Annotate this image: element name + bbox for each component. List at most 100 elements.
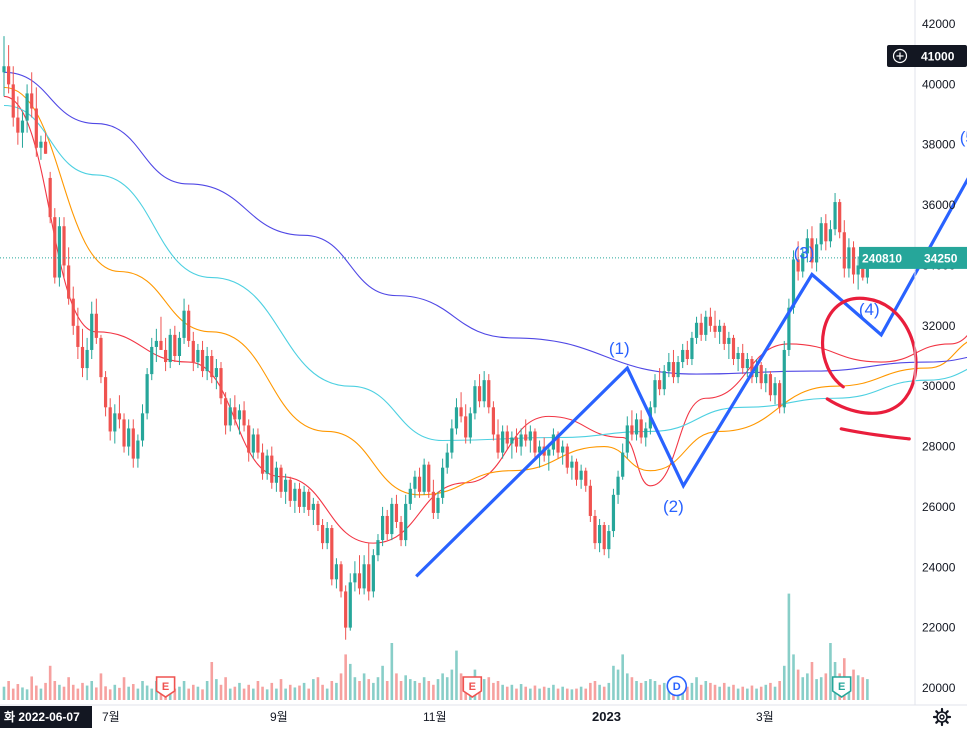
- candle-body: [320, 525, 325, 544]
- candle-body: [16, 117, 20, 133]
- dividend-marker[interactable]: D: [666, 675, 688, 697]
- volume-bar: [718, 686, 721, 700]
- candle-body: [501, 431, 505, 453]
- candle-body: [293, 488, 297, 501]
- candle-body: [801, 253, 805, 272]
- volume-bar: [284, 688, 287, 700]
- volume-bar: [215, 679, 218, 700]
- candle-body: [588, 485, 592, 516]
- volume-bar: [658, 684, 661, 700]
- volume-bar: [649, 679, 652, 700]
- candle-body: [847, 247, 851, 269]
- wave-label: (5): [960, 128, 967, 147]
- candle-body: [279, 467, 283, 492]
- volume-bar: [385, 681, 389, 700]
- candle-body: [787, 307, 791, 350]
- volume-bar: [362, 673, 366, 700]
- volume-bar: [565, 688, 569, 700]
- candle-body: [385, 515, 389, 535]
- candle-body: [71, 298, 75, 326]
- volume-bar: [662, 682, 666, 700]
- volume-bar: [533, 685, 537, 700]
- volume-bar: [399, 681, 403, 700]
- price-axis[interactable]: 4200040000380003600034000320003000028000…: [922, 17, 956, 695]
- volume-bar: [395, 673, 398, 700]
- last-price-label: 34250: [924, 251, 958, 265]
- volume-bar: [141, 681, 144, 700]
- volume-bar: [30, 676, 34, 700]
- candle-body: [48, 177, 52, 218]
- volume-bar: [552, 684, 555, 700]
- candle-body: [224, 398, 228, 426]
- candle-body: [90, 313, 94, 350]
- candle-body: [302, 491, 306, 507]
- volume-bar: [542, 686, 546, 700]
- candle-body: [330, 528, 334, 580]
- candle-body: [408, 488, 412, 504]
- volume-bar: [131, 684, 135, 700]
- volume-bar: [252, 688, 255, 700]
- candle-body: [708, 316, 713, 326]
- plus-circle-icon[interactable]: [892, 48, 908, 64]
- volume-bar: [699, 684, 703, 700]
- candle-body: [464, 416, 468, 438]
- candle-body: [205, 356, 209, 372]
- candle-body: [639, 419, 643, 438]
- candle-body: [67, 265, 71, 299]
- volume-bar: [404, 675, 407, 700]
- volume-bar: [67, 677, 70, 700]
- candle-body: [597, 525, 602, 544]
- volume-bar: [76, 688, 80, 700]
- candle-body: [482, 380, 486, 402]
- volume-bar: [690, 682, 694, 700]
- candle-body: [228, 407, 232, 426]
- earnings-marker[interactable]: E: [155, 676, 176, 698]
- volume-bar: [256, 681, 260, 700]
- candle-body: [851, 247, 856, 275]
- candle-body: [136, 440, 140, 459]
- volume-bar: [515, 688, 518, 700]
- candle-body: [745, 359, 749, 369]
- candle-body: [251, 434, 255, 453]
- time-axis[interactable]: 화 2022-06-07 7월 9월 11월 2023 3월: [0, 706, 774, 728]
- candle-body: [256, 434, 260, 453]
- candle-body: [316, 503, 320, 526]
- price-tick-label: 42000: [922, 17, 956, 31]
- wave-label: (4): [859, 300, 880, 319]
- gear-icon[interactable]: [932, 707, 952, 727]
- highlight-underline: [839, 427, 911, 441]
- volume-bar: [127, 686, 130, 700]
- volume-bar: [787, 593, 791, 700]
- earnings-marker[interactable]: E: [831, 676, 852, 698]
- volume-bar: [95, 687, 98, 700]
- earnings-marker[interactable]: E: [462, 676, 483, 698]
- volume-bar: [16, 684, 20, 700]
- volume-bar: [330, 681, 334, 700]
- candle-body: [796, 259, 800, 272]
- event-marker-label: E: [838, 681, 845, 693]
- volume-bar: [584, 688, 588, 700]
- candle-body: [681, 349, 685, 363]
- elliott-wave-annotation: (1) (2) (3) (4) (5): [415, 128, 967, 578]
- candle-body: [159, 340, 163, 350]
- candle-body: [505, 431, 509, 444]
- volume-bar: [321, 684, 324, 700]
- volume-bar: [53, 681, 57, 700]
- volume-bar: [556, 688, 560, 700]
- crosshair-price-tag[interactable]: 41000: [887, 45, 967, 67]
- time-tick-label: 7월: [102, 710, 120, 724]
- candle-body: [621, 452, 625, 477]
- volume-bar: [487, 677, 491, 700]
- candle-body: [593, 515, 597, 544]
- candle-body: [579, 470, 583, 480]
- candle-body: [367, 564, 371, 592]
- price-tick-label: 32000: [922, 319, 956, 333]
- volume-bar: [381, 665, 384, 700]
- candle-body: [644, 428, 648, 438]
- volume-bar: [653, 681, 657, 700]
- volume-bar: [408, 679, 412, 700]
- crosshair-date-tag-bg: [0, 706, 92, 728]
- volume-bar: [459, 673, 463, 700]
- volume-bar: [801, 677, 805, 700]
